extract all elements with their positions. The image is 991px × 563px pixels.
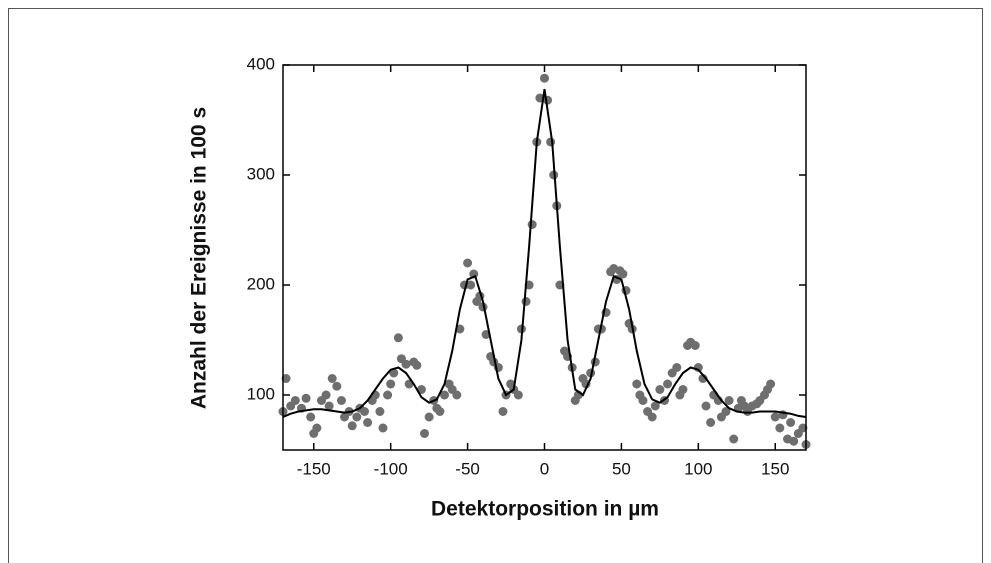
- data-point: [638, 396, 648, 405]
- data-point: [352, 412, 362, 422]
- data-point: [729, 434, 739, 444]
- y-tick-label: 400: [247, 54, 275, 73]
- data-point: [290, 396, 300, 405]
- data-point: [378, 423, 388, 433]
- data-point: [650, 401, 660, 411]
- data-point: [435, 407, 445, 416]
- data-point: [420, 429, 430, 438]
- data-point: [412, 360, 422, 370]
- data-point: [770, 412, 780, 422]
- data-point: [332, 381, 342, 391]
- data-point: [706, 418, 716, 427]
- data-point: [360, 407, 370, 416]
- x-tick-label: -50: [455, 459, 480, 478]
- data-point: [701, 401, 711, 411]
- data-point: [766, 379, 776, 389]
- data-point: [375, 407, 385, 416]
- x-tick-label: -150: [297, 459, 331, 478]
- data-point: [324, 401, 334, 411]
- data-point: [786, 418, 796, 427]
- x-axis-title: Detektorposition in µm: [431, 498, 659, 521]
- data-point: [690, 341, 700, 350]
- data-point: [393, 333, 403, 343]
- data-point: [618, 269, 628, 279]
- data-point: [466, 280, 476, 290]
- data-point: [452, 390, 462, 400]
- data-point: [632, 379, 642, 389]
- data-point: [383, 390, 393, 400]
- data-point: [301, 393, 311, 403]
- data-point: [775, 423, 785, 433]
- data-point: [336, 396, 346, 405]
- data-point: [789, 436, 799, 446]
- data-point: [389, 368, 399, 378]
- data-point: [546, 137, 556, 147]
- data-point: [513, 390, 523, 400]
- data-point: [424, 412, 434, 422]
- y-tick-label: 300: [247, 164, 275, 183]
- data-point: [363, 418, 373, 427]
- data-point: [281, 374, 291, 383]
- fit-line: [282, 89, 807, 418]
- data-point: [678, 385, 688, 394]
- data-point: [647, 412, 657, 422]
- x-tick-label: 0: [540, 459, 549, 478]
- data-point: [724, 396, 734, 405]
- y-axis-title: Anzahl der Ereignisse in 100 s: [188, 107, 211, 409]
- x-tick-label: 150: [761, 459, 789, 478]
- data-point: [543, 95, 553, 105]
- y-tick-label: 100: [247, 384, 275, 403]
- data-point: [321, 390, 331, 400]
- data-point: [798, 423, 808, 433]
- data-point: [663, 379, 673, 389]
- frame: [8, 8, 983, 563]
- data-point: [386, 379, 396, 389]
- data-point: [463, 258, 473, 268]
- x-tick-label: 100: [684, 459, 712, 478]
- data-point: [306, 412, 316, 422]
- data-point: [721, 407, 731, 416]
- data-point: [655, 385, 665, 394]
- plot-frame: [282, 64, 807, 451]
- data-point: [527, 220, 537, 229]
- data-point: [347, 421, 357, 431]
- data-point: [540, 73, 549, 83]
- data-point: [440, 390, 450, 400]
- data-point: [401, 359, 411, 369]
- data-point: [521, 297, 531, 306]
- x-tick-label: 50: [612, 459, 631, 478]
- data-point: [672, 363, 682, 372]
- data-point: [498, 407, 508, 416]
- data-point: [312, 423, 322, 433]
- data-point: [327, 374, 337, 383]
- x-tick-label: -100: [374, 459, 408, 478]
- y-tick-label: 200: [247, 274, 275, 293]
